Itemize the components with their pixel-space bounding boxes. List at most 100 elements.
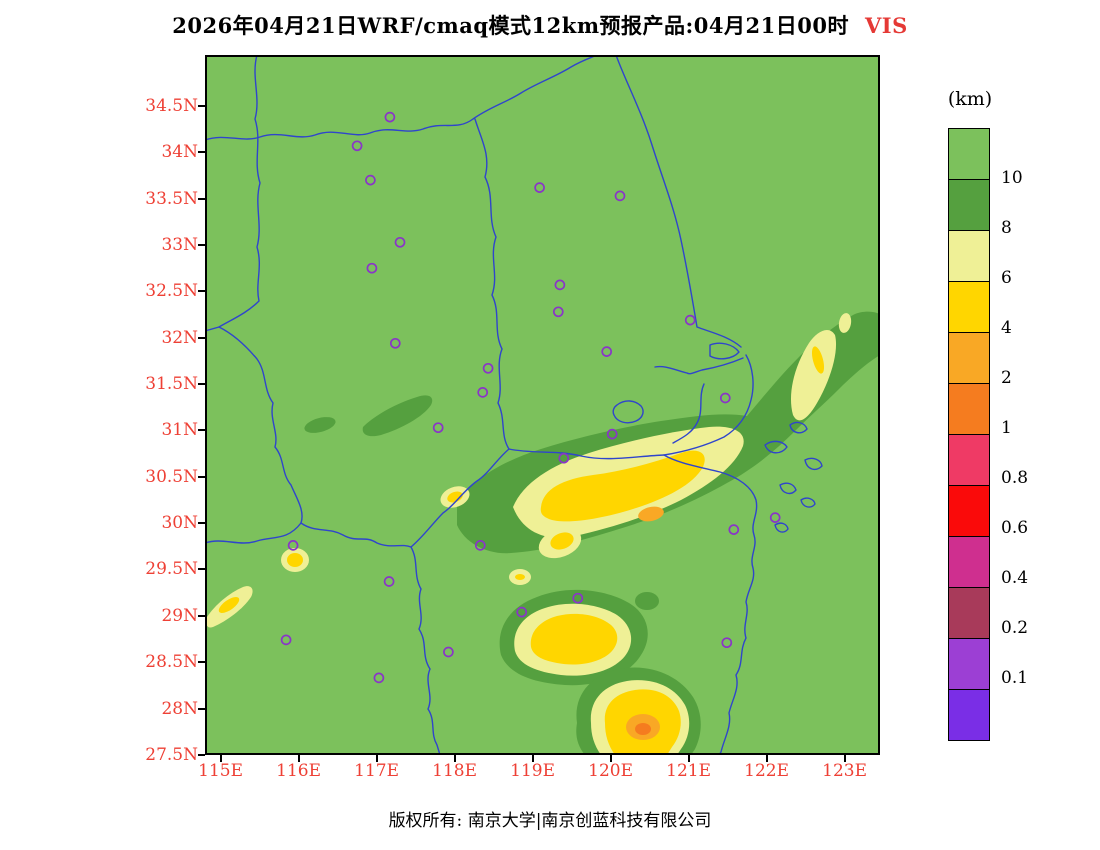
island-3 <box>804 457 823 471</box>
lat-tick-mark <box>198 429 205 432</box>
chongming-island <box>709 342 740 360</box>
lat-tick-label: 28N <box>161 698 198 719</box>
station-marker <box>558 452 570 464</box>
lat-tick-mark <box>198 336 205 339</box>
lat-tick-label: 34.5N <box>145 95 198 116</box>
boundary-hubei-anhui <box>218 326 303 524</box>
station-marker <box>384 111 396 123</box>
station-marker <box>516 606 528 618</box>
boundary-henan-anhui <box>205 55 261 332</box>
lon-tick-label: 116E <box>276 761 322 781</box>
map-frame <box>205 55 880 755</box>
lat-tick-mark <box>198 383 205 386</box>
title-text: 2026年04月21日WRF/cmaq模式12km预报产品:04月21日00时 <box>172 13 849 38</box>
legend-tick-label: 0.1 <box>1001 668 1029 688</box>
legend-swatch <box>948 434 990 486</box>
station-marker <box>351 140 363 152</box>
legend-tick-label: 8 <box>1001 218 1012 238</box>
station-marker <box>614 190 626 202</box>
province-boundaries <box>205 55 705 755</box>
lon-tick-label: 118E <box>432 761 478 781</box>
station-marker <box>601 346 613 357</box>
legend-swatch <box>948 281 990 333</box>
lon-tick-mark <box>375 755 378 762</box>
boundary-shanghai-west <box>672 383 705 444</box>
boundary-jiangxi-north-east <box>300 522 412 548</box>
lat-tick-label: 31N <box>161 420 198 441</box>
legend-swatch <box>948 128 990 180</box>
island-5 <box>800 497 816 508</box>
lat-tick-label: 29N <box>161 605 198 626</box>
vis-patch-yellow-lobe <box>550 532 574 550</box>
lon-tick-label: 122E <box>744 761 790 781</box>
lat-tick-mark <box>198 707 205 710</box>
lon-tick-mark <box>843 755 846 762</box>
lon-tick-mark <box>219 755 222 762</box>
legend-tick-label: 6 <box>1001 268 1012 288</box>
lat-tick-label: 30N <box>161 513 198 534</box>
vis-patch-deep-orange-core <box>635 723 651 735</box>
station-marker <box>728 524 740 535</box>
map-area <box>205 55 880 755</box>
lat-tick-mark <box>198 753 205 756</box>
station-marker <box>769 512 781 523</box>
station-marker <box>684 314 696 326</box>
lon-tick-label: 117E <box>354 761 400 781</box>
lat-tick-label: 33.5N <box>145 188 198 209</box>
legend-tick-label: 0.8 <box>1001 468 1029 488</box>
lat-tick-mark <box>198 661 205 664</box>
station-marker <box>606 428 618 440</box>
yangtze-south-bank <box>654 357 744 375</box>
vis-patch-dark-lens <box>362 395 433 437</box>
lat-tick-mark <box>198 197 205 200</box>
station-marker <box>432 422 444 434</box>
station-marker <box>366 262 378 274</box>
station-marker <box>572 592 584 604</box>
lat-tick-label: 32N <box>161 327 198 348</box>
lon-tick-label: 123E <box>822 761 868 781</box>
lon-tick-mark <box>609 755 612 762</box>
vis-patch-pale-arm-tip <box>838 313 852 333</box>
vis-patch-yellow-spot-c <box>515 574 525 580</box>
lat-tick-label: 32.5N <box>145 281 198 302</box>
legend-colorbar <box>948 128 990 741</box>
vis-patch-yellow-streak <box>218 596 240 614</box>
station-marker <box>443 646 454 658</box>
coastline <box>615 55 823 755</box>
vis-patch-dark-dot <box>635 592 659 610</box>
coast-jiangsu <box>615 55 742 348</box>
station-marker <box>721 637 733 649</box>
boundary-zhejiang-jiangsu <box>508 448 665 460</box>
lon-tick-mark <box>453 755 456 762</box>
legend-tick-label: 0.2 <box>1001 618 1029 638</box>
coast-shanghai-zhejiang <box>663 354 758 755</box>
station-marker <box>389 337 401 349</box>
legend-swatch <box>948 536 990 588</box>
legend-tick-label: 1 <box>1001 418 1012 438</box>
lon-tick-mark <box>297 755 300 762</box>
island-4 <box>779 482 797 495</box>
vis-patch-yellow-arm <box>811 346 825 374</box>
title-product-code: VIS <box>864 13 908 38</box>
boundary-jiangxi-north-west <box>205 522 302 544</box>
lat-tick-label: 33N <box>161 235 198 256</box>
lat-tick-label: 28.5N <box>145 652 198 673</box>
station-marker <box>719 392 731 404</box>
vis-patch-yellow-spot-b <box>287 553 303 567</box>
lat-tick-mark <box>198 290 205 293</box>
lat-tick-label: 31.5N <box>145 374 198 395</box>
station-marker <box>474 540 486 551</box>
lat-tick-label: 30.5N <box>145 466 198 487</box>
station-marker <box>383 576 395 587</box>
legend-tick-label: 0.6 <box>1001 518 1029 538</box>
legend-swatch <box>948 485 990 537</box>
station-marker <box>482 362 494 374</box>
boundary-north <box>205 55 598 141</box>
lat-tick-label: 29.5N <box>145 559 198 580</box>
station-marker <box>552 306 564 318</box>
legend-tick-label: 0.4 <box>1001 568 1029 588</box>
lat-tick-label: 27.5N <box>145 744 198 765</box>
lon-tick-label: 119E <box>510 761 556 781</box>
lon-tick-mark <box>687 755 690 762</box>
